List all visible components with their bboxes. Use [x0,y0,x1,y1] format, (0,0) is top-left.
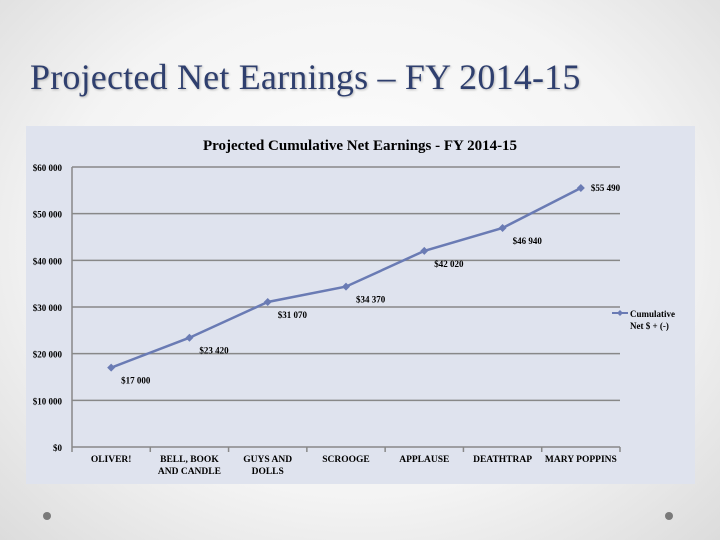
bullet-dot [43,512,51,520]
y-tick-label: $30 000 [33,303,63,313]
chart [26,126,695,484]
data-point [342,282,350,291]
data-label: $42 020 [434,259,464,269]
y-tick-label: $10 000 [33,396,63,406]
y-tick-label: $0 [53,443,63,453]
data-point [263,298,272,307]
data-label: $55 490 [591,183,621,193]
data-point [107,363,116,372]
y-tick-label: $40 000 [33,256,63,266]
y-tick-label: $50 000 [33,210,63,220]
y-tick-label: $20 000 [33,350,63,360]
data-label: $46 940 [513,236,543,246]
x-tick-label: DOLLS [252,467,284,477]
x-tick-label: APPLAUSE [399,455,449,465]
chart-title: Projected Cumulative Net Earnings - FY 2… [203,138,517,154]
x-tick-label: OLIVER! [91,455,132,465]
x-tick-label: SCROOGE [322,455,370,465]
bullet-dot [665,512,673,520]
x-tick-label: AND CANDLE [158,467,221,477]
data-point [420,246,429,255]
data-label: $34 370 [356,295,386,305]
x-tick-label: GUYS AND [243,455,292,465]
x-tick-label: DEATHTRAP [473,455,532,465]
data-point [185,333,194,342]
legend-marker [617,310,623,316]
data-label: $17 000 [121,376,151,386]
data-label: $31 070 [278,310,308,320]
x-tick-label: BELL, BOOK [160,455,219,465]
legend-label: Cumulative [630,309,675,319]
legend-label: Net $ + (-) [630,321,669,331]
data-label: $23 420 [199,346,229,356]
data-point [498,223,507,232]
x-tick-label: MARY POPPINS [545,455,617,465]
slide-title: Projected Net Earnings – FY 2014-15 [30,57,581,97]
y-tick-label: $60 000 [33,163,63,173]
data-point [576,184,585,193]
series-line [110,186,582,369]
